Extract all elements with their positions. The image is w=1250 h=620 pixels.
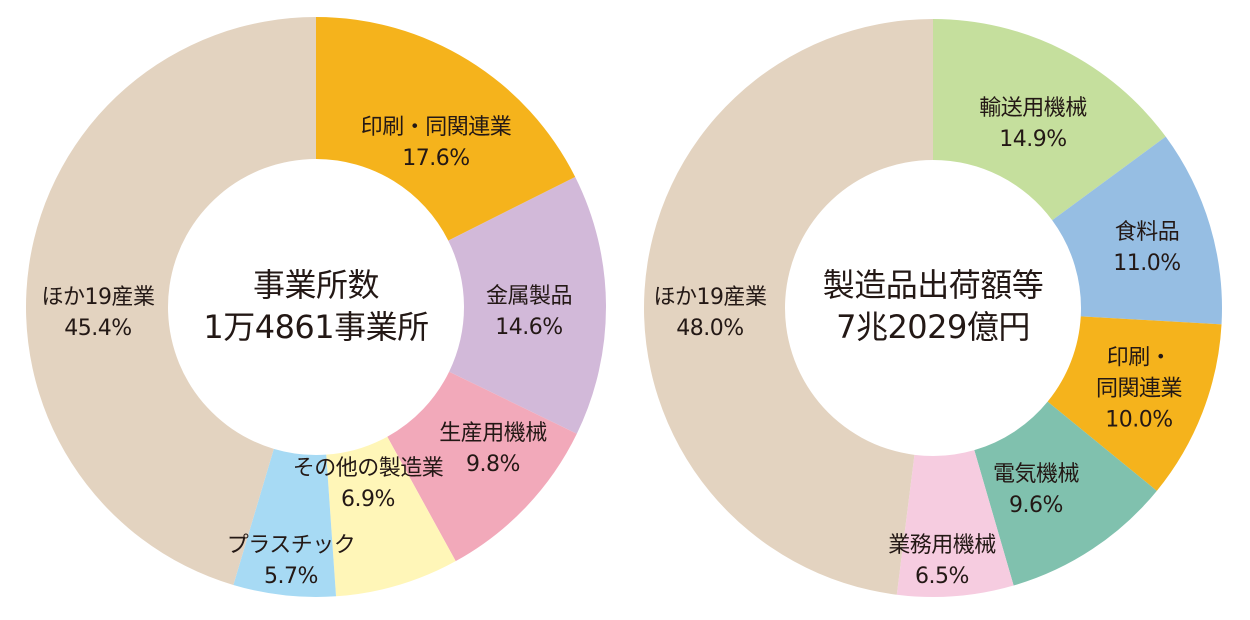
segment-label-metal: 金属製品 14.6% <box>485 281 573 343</box>
center-title: 製造品出荷額等 <box>822 266 1044 304</box>
donut-segment <box>316 17 576 241</box>
donut-segment <box>25 17 317 585</box>
donut-chart-shipments: 製造品出荷額等 7兆2029億円 輸送用機械 14.9% 食料品 11.0% 印… <box>625 0 1250 620</box>
donut-segment <box>1047 316 1222 491</box>
segment-label-business-machinery: 業務用機械 6.5% <box>888 530 996 592</box>
donut-segment <box>896 450 1014 597</box>
donut-segment <box>233 448 337 597</box>
center-value: 7兆2029億円 <box>836 308 1030 346</box>
segment-name: 電気機械 <box>992 462 1080 487</box>
segment-value: 6.9% <box>341 487 395 512</box>
segment-value: 14.6% <box>495 315 563 340</box>
segment-label-printing: 印刷・同関連業 17.6% <box>361 112 512 174</box>
center-label: 事業所数 1万4861事業所 <box>203 264 429 348</box>
segment-value: 10.0% <box>1105 407 1173 433</box>
segment-name-line1: 印刷・ <box>1106 345 1172 371</box>
segment-value: 11.0% <box>1113 251 1181 276</box>
donut-left-svg <box>25 17 606 597</box>
segment-value: 9.6% <box>1009 493 1063 518</box>
center-title: 事業所数 <box>252 266 380 304</box>
segment-value: 45.4% <box>64 316 132 341</box>
center-value: 1万4861事業所 <box>203 308 429 346</box>
donut-segment <box>326 436 456 597</box>
segment-label-food: 食料品 11.0% <box>1113 217 1181 279</box>
segment-name: ほか19産業 <box>41 285 156 310</box>
segment-value: 5.7% <box>264 564 318 589</box>
segment-value: 14.9% <box>999 127 1067 152</box>
donut-segment <box>643 19 933 595</box>
segment-label-printing: 印刷・ 同関連業 10.0% <box>1095 343 1183 436</box>
segment-label-other-manufacturing: その他の製造業 6.9% <box>293 453 444 515</box>
segment-name: 金属製品 <box>485 284 573 309</box>
segment-label-transport-machinery: 輸送用機械 14.9% <box>979 93 1087 155</box>
segment-label-electrical-machinery: 電気機械 9.6% <box>992 459 1080 521</box>
donut-segment <box>448 176 606 434</box>
segment-name: 業務用機械 <box>888 533 996 558</box>
center-label: 製造品出荷額等 7兆2029億円 <box>823 264 1044 348</box>
donut-segment <box>1052 136 1222 325</box>
segment-label-other-19: ほか19産業 45.4% <box>41 282 156 344</box>
segment-value: 9.8% <box>466 452 520 477</box>
segment-value: 17.6% <box>402 146 470 171</box>
segment-value: 48.0% <box>676 316 744 341</box>
segment-name-line2: 同関連業 <box>1095 376 1183 402</box>
segment-name: 生産用機械 <box>439 421 547 446</box>
donut-segment <box>974 401 1157 586</box>
segment-label-other-19: ほか19産業 48.0% <box>653 282 768 344</box>
segment-name: ほか19産業 <box>653 285 768 310</box>
segment-name: 輸送用機械 <box>979 96 1087 121</box>
donut-chart-establishments: 事業所数 1万4861事業所 印刷・同関連業 17.6% 金属製品 14.6% … <box>25 17 606 597</box>
segment-name: 食料品 <box>1114 220 1180 245</box>
donut-segment <box>933 19 1166 221</box>
segment-name: その他の製造業 <box>292 456 444 481</box>
segment-name: プラスチック <box>226 533 356 558</box>
donut-segment <box>387 371 577 562</box>
segment-name: 印刷・同関連業 <box>360 115 512 140</box>
donut-right-svg <box>643 19 1222 597</box>
segment-value: 6.5% <box>915 564 969 589</box>
segment-label-plastic: プラスチック 5.7% <box>227 530 356 592</box>
segment-label-production-machinery: 生産用機械 9.8% <box>439 418 547 480</box>
